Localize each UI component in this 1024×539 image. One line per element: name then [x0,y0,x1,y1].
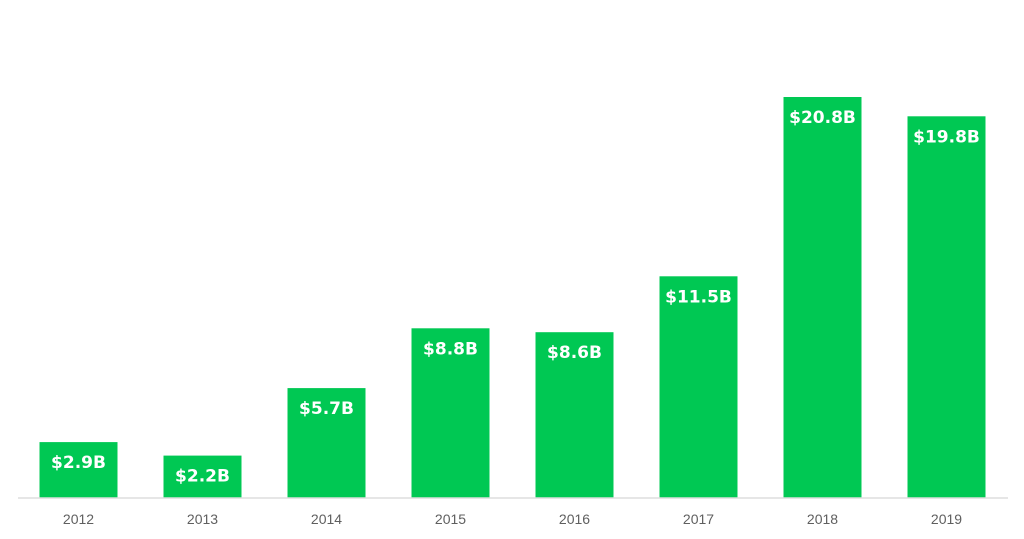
data-label-2016: $8.6B [547,343,602,363]
bar-2016 [535,332,614,498]
data-label-2014: $5.7B [299,399,354,419]
data-label-2013: $2.2B [175,467,230,487]
x-axis-ticks: 2012 2013 2014 2015 2016 2017 2018 2019 [63,511,962,527]
bar-2019 [907,116,986,499]
bar-2017 [659,276,738,498]
x-tick-label-2015: 2015 [435,511,466,527]
x-tick-label-2017: 2017 [683,511,714,527]
x-tick-label-2019: 2019 [931,511,962,527]
data-label-2015: $8.8B [423,339,478,359]
x-tick-label-2018: 2018 [807,511,838,527]
x-tick-label-2014: 2014 [311,511,342,527]
x-tick-label-2016: 2016 [559,511,590,527]
bar-2012 [39,442,118,498]
bars-group: $2.9B $2.2B $5.7B $8.8B $8.6B $11.5B $20.8B $19… [39,97,986,499]
data-label-2012: $2.9B [51,453,106,473]
bar-2015 [411,328,490,498]
bar-2018 [783,97,862,498]
data-label-2017: $11.5B [665,287,732,307]
bar-2014 [287,388,366,498]
data-label-2018: $20.8B [789,108,856,128]
x-tick-label-2012: 2012 [63,511,94,527]
x-tick-label-2013: 2013 [187,511,218,527]
bar-2013 [163,455,242,498]
data-label-2019: $19.8B [913,127,980,147]
